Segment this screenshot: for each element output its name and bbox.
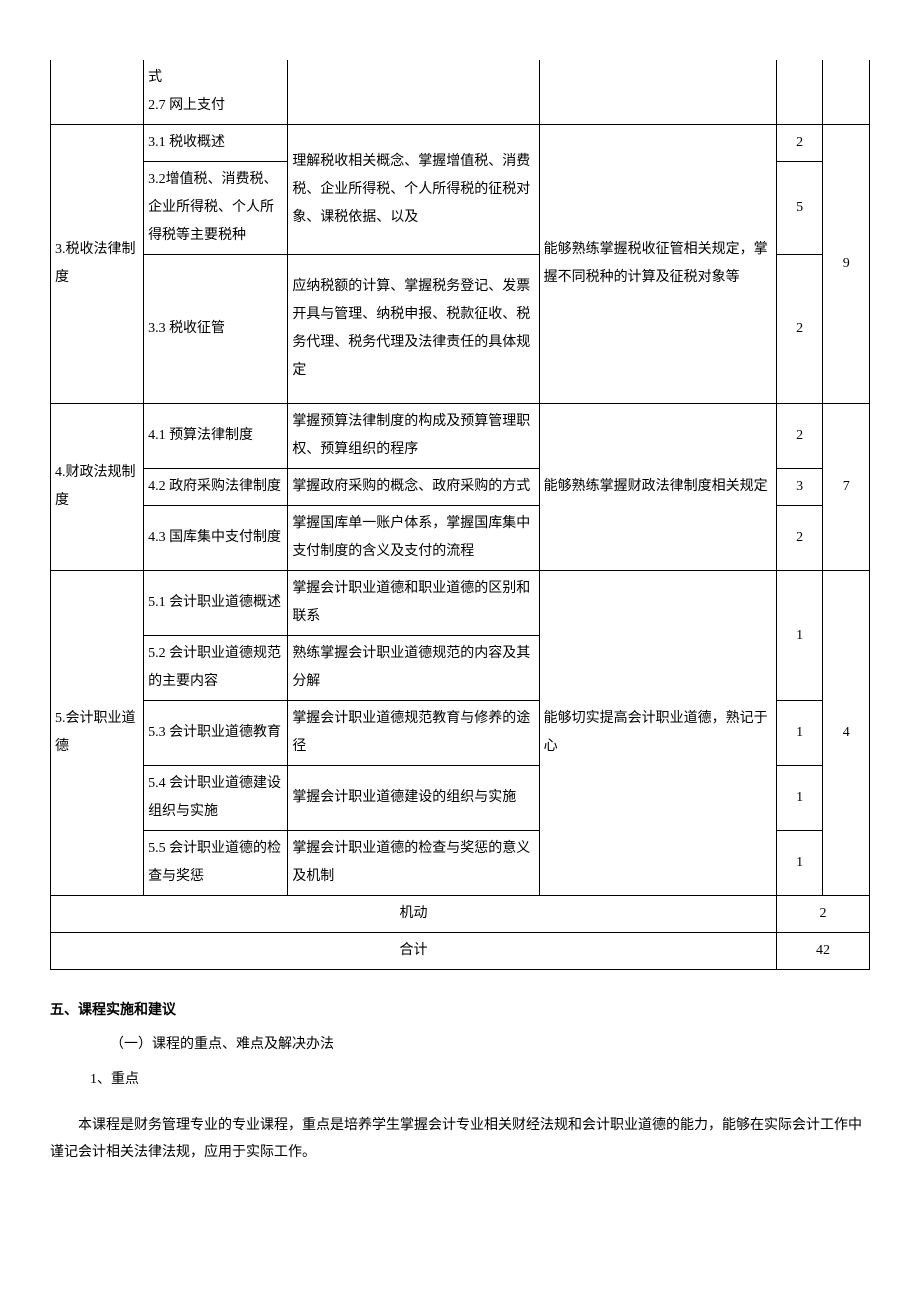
cell-hours	[776, 60, 823, 125]
table-row-heji: 合计 42	[51, 933, 870, 970]
cell-sub: 3.2增值税、消费税、企业所得税、个人所得税等主要税种	[144, 162, 288, 255]
cell-sub: 4.1 预算法律制度	[144, 404, 288, 469]
table-row: 式2.7 网上支付	[51, 60, 870, 125]
cell-total: 4	[823, 571, 870, 896]
cell-sub: 5.5 会计职业道德的检查与奖惩	[144, 831, 288, 896]
heading-5: 五、课程实施和建议	[50, 998, 870, 1020]
cell-sub: 5.1 会计职业道德概述	[144, 571, 288, 636]
cell-know: 掌握会计职业道德和职业道德的区别和联系	[288, 571, 539, 636]
cell-heji-label: 合计	[51, 933, 777, 970]
cell-sub: 3.3 税收征管	[144, 255, 288, 404]
cell-total: 7	[823, 404, 870, 571]
cell-hours: 1	[776, 571, 823, 701]
cell-know: 熟练掌握会计职业道德规范的内容及其分解	[288, 636, 539, 701]
cell-hours: 2	[776, 404, 823, 469]
cell-total	[823, 60, 870, 125]
cell-chapter-3: 3.税收法律制度	[51, 125, 144, 404]
table-row: 5.会计职业道德 5.1 会计职业道德概述 掌握会计职业道德和职业道德的区别和联…	[51, 571, 870, 636]
cell-hours: 2	[776, 255, 823, 404]
cell-sub: 式2.7 网上支付	[144, 60, 288, 125]
cell-hours: 1	[776, 766, 823, 831]
cell-know: 掌握政府采购的概念、政府采购的方式	[288, 469, 539, 506]
curriculum-table: 式2.7 网上支付 3.税收法律制度 3.1 税收概述 理解税收相关概念、掌握增…	[50, 60, 870, 970]
cell-sub: 3.1 税收概述	[144, 125, 288, 162]
cell-sub: 4.3 国库集中支付制度	[144, 506, 288, 571]
cell-know: 理解税收相关概念、掌握增值税、消费税、企业所得税、个人所得税的征税对象、课税依据…	[288, 125, 539, 255]
cell-know: 掌握预算法律制度的构成及预算管理职权、预算组织的程序	[288, 404, 539, 469]
cell-hours: 5	[776, 162, 823, 255]
cell-ch	[51, 60, 144, 125]
cell-know: 应纳税额的计算、掌握税务登记、发票开具与管理、纳税申报、税款征收、税务代理、税务…	[288, 255, 539, 404]
cell-jidong-label: 机动	[51, 896, 777, 933]
cell-know: 掌握国库单一账户体系，掌握国库集中支付制度的含义及支付的流程	[288, 506, 539, 571]
table-row: 3.税收法律制度 3.1 税收概述 理解税收相关概念、掌握增值税、消费税、企业所…	[51, 125, 870, 162]
cell-sub: 4.2 政府采购法律制度	[144, 469, 288, 506]
cell-know: 掌握会计职业道德建设的组织与实施	[288, 766, 539, 831]
cell-sub: 5.3 会计职业道德教育	[144, 701, 288, 766]
cell-hours: 1	[776, 831, 823, 896]
paragraph-1: 本课程是财务管理专业的专业课程，重点是培养学生掌握会计专业相关财经法规和会计职业…	[50, 1113, 870, 1166]
item-1: 1、重点	[90, 1069, 870, 1091]
cell-ability	[539, 60, 776, 125]
cell-total: 9	[823, 125, 870, 404]
cell-hours: 1	[776, 701, 823, 766]
table-row-jidong: 机动 2	[51, 896, 870, 933]
cell-know	[288, 60, 539, 125]
cell-know: 掌握会计职业道德的检查与奖惩的意义及机制	[288, 831, 539, 896]
cell-chapter-5: 5.会计职业道德	[51, 571, 144, 896]
subheading-1: （一）课程的重点、难点及解决办法	[110, 1034, 870, 1056]
cell-heji-value: 42	[776, 933, 869, 970]
cell-hours: 2	[776, 506, 823, 571]
cell-know: 掌握会计职业道德规范教育与修养的途径	[288, 701, 539, 766]
cell-chapter-4: 4.财政法规制度	[51, 404, 144, 571]
cell-sub: 5.4 会计职业道德建设组织与实施	[144, 766, 288, 831]
cell-ability: 能够熟练掌握税收征管相关规定，掌握不同税种的计算及征税对象等	[539, 125, 776, 404]
table-row: 4.财政法规制度 4.1 预算法律制度 掌握预算法律制度的构成及预算管理职权、预…	[51, 404, 870, 469]
cell-jidong-value: 2	[776, 896, 869, 933]
cell-hours: 3	[776, 469, 823, 506]
cell-ability: 能够切实提高会计职业道德，熟记于心	[539, 571, 776, 896]
cell-ability: 能够熟练掌握财政法律制度相关规定	[539, 404, 776, 571]
cell-hours: 2	[776, 125, 823, 162]
cell-sub: 5.2 会计职业道德规范的主要内容	[144, 636, 288, 701]
